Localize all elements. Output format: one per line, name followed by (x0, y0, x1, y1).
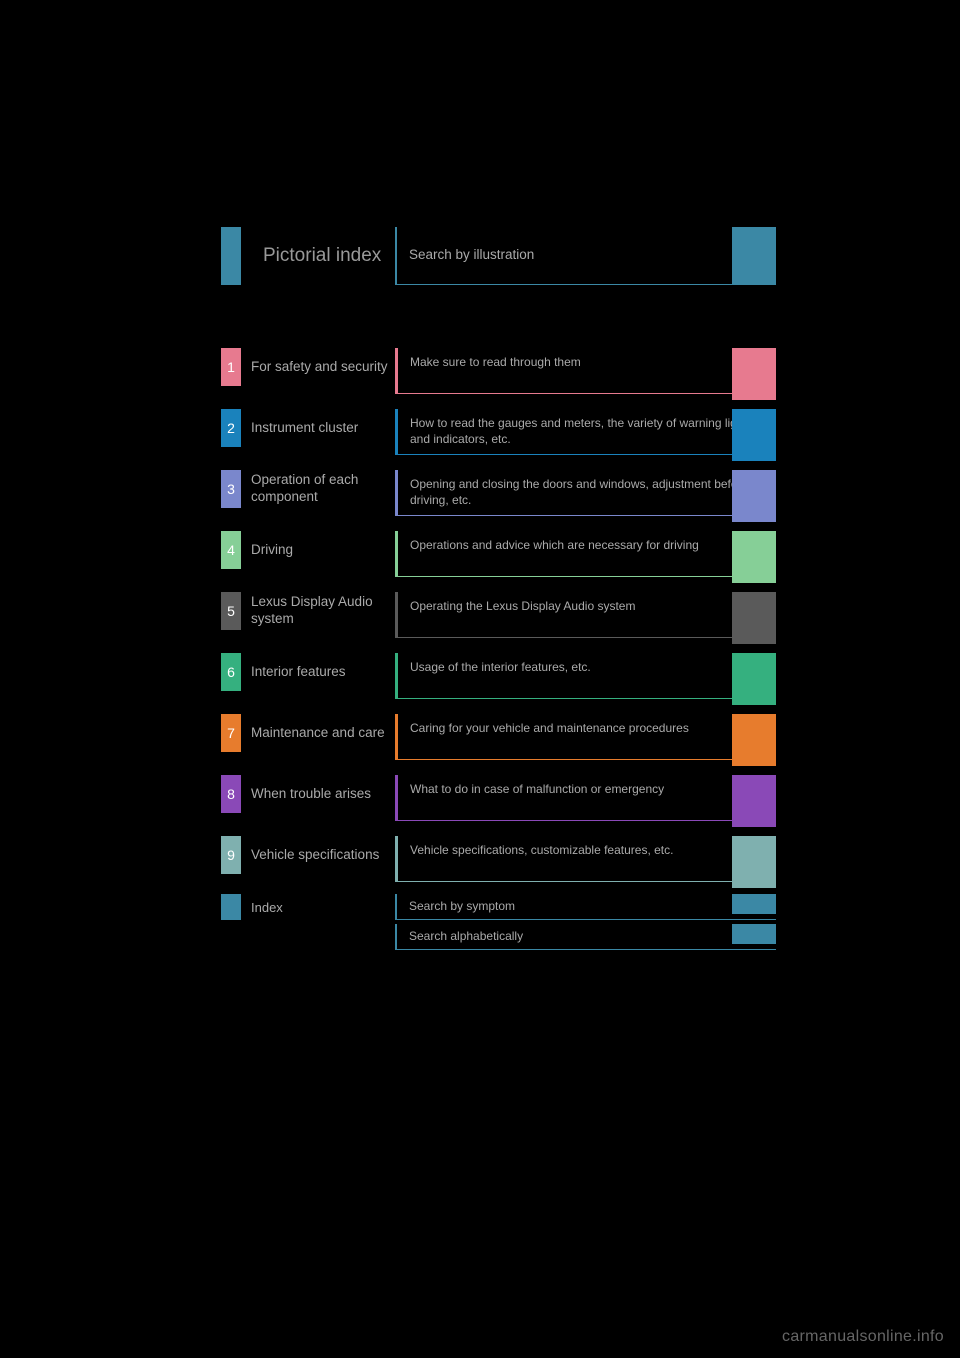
section-row[interactable]: 7 Maintenance and care Caring for your veh… (221, 714, 776, 766)
section-description: Make sure to read through them (395, 348, 776, 394)
section-description-text: Make sure to read through them (410, 355, 581, 369)
page-title-text: Pictorial index (263, 245, 381, 267)
section-label: For safety and security (251, 348, 391, 386)
section-number: 5 (227, 603, 235, 619)
section-tab: 4 (221, 531, 241, 569)
section-tab: 6 (221, 653, 241, 691)
section-row[interactable]: Search alphabetically (221, 924, 776, 952)
section-label-text: Instrument cluster (251, 420, 358, 437)
section-tab: 2 (221, 409, 241, 447)
section-row[interactable]: 1 For safety and security Make sure to rea… (221, 348, 776, 400)
section-tab: 8 (221, 775, 241, 813)
section-label-text: Maintenance and care (251, 725, 385, 742)
section-label: Index (251, 894, 391, 922)
footer-text: carmanualsonline.info (782, 1328, 944, 1345)
section-label-text: For safety and security (251, 359, 388, 376)
section-description-text: Vehicle specifications, customizable fea… (410, 843, 673, 857)
section-description: Search alphabetically (395, 924, 776, 950)
page-title: Pictorial index (251, 227, 391, 285)
section-description: Operating the Lexus Display Audio system (395, 592, 776, 638)
section-number: 3 (227, 481, 235, 497)
section-description: Search by symptom (395, 894, 776, 920)
section-label: When trouble arises (251, 775, 391, 813)
section-color-block (732, 348, 776, 400)
section-row[interactable]: 8 When trouble arises What to do in case o… (221, 775, 776, 827)
section-description-text: How to read the gauges and meters, the v… (410, 416, 753, 446)
section-label: Vehicle specifications (251, 836, 391, 874)
section-label: Instrument cluster (251, 409, 391, 447)
section-label: Interior features (251, 653, 391, 691)
section-description-text: Usage of the interior features, etc. (410, 660, 591, 674)
section-description: How to read the gauges and meters, the v… (395, 409, 776, 455)
section-color-block (732, 592, 776, 644)
section-label-text: Lexus Display Audio system (251, 594, 391, 628)
section-color-block (732, 894, 776, 914)
section-color-block (732, 836, 776, 888)
section-label-text: Interior features (251, 664, 346, 681)
section-label: Operation of each component (251, 470, 391, 508)
section-tab: 3 (221, 470, 241, 508)
section-row[interactable]: 2 Instrument cluster How to read the gauge… (221, 409, 776, 461)
section-row[interactable]: 6 Interior features Usage of the interior … (221, 653, 776, 705)
section-color-block (732, 924, 776, 944)
section-row[interactable]: Index Search by symptom (221, 894, 776, 922)
section-label-text: Operation of each component (251, 472, 391, 506)
section-number: 6 (227, 664, 235, 680)
section-description-text: Search by symptom (409, 899, 515, 913)
section-description: Opening and closing the doors and window… (395, 470, 776, 516)
section-label: Driving (251, 531, 391, 569)
section-tab: 9 (221, 836, 241, 874)
section-description-text: Operating the Lexus Display Audio system (410, 599, 635, 613)
section-description: Caring for your vehicle and maintenance … (395, 714, 776, 760)
section-color-block (732, 775, 776, 827)
section-label-text: Driving (251, 542, 293, 559)
section-description-text: Search alphabetically (409, 929, 523, 943)
section-color-block (732, 409, 776, 461)
section-description-text: Caring for your vehicle and maintenance … (410, 721, 689, 735)
section-description-text: Operations and advice which are necessar… (410, 538, 699, 552)
section-row[interactable]: 4 Driving Operations and advice which are … (221, 531, 776, 583)
section-number: 9 (227, 847, 235, 863)
section-number: 4 (227, 542, 235, 558)
section-tab: 7 (221, 714, 241, 752)
section-tab: 1 (221, 348, 241, 386)
section-number: 8 (227, 786, 235, 802)
section-number: 2 (227, 420, 235, 436)
section-number: 1 (227, 359, 235, 375)
section-number: 7 (227, 725, 235, 741)
footer-watermark: carmanualsonline.info (782, 1328, 944, 1346)
header-color-block (732, 227, 776, 285)
section-label: Lexus Display Audio system (251, 592, 391, 630)
section-tab (221, 894, 241, 920)
section-tab: 5 (221, 592, 241, 630)
section-label-text: When trouble arises (251, 786, 371, 803)
section-description-text: Opening and closing the doors and window… (410, 477, 748, 507)
section-row[interactable]: 5 Lexus Display Audio system Operating the… (221, 592, 776, 644)
section-color-block (732, 470, 776, 522)
section-color-block (732, 653, 776, 705)
section-label: Maintenance and care (251, 714, 391, 752)
section-description: What to do in case of malfunction or eme… (395, 775, 776, 821)
section-color-block (732, 714, 776, 766)
section-description: Operations and advice which are necessar… (395, 531, 776, 577)
section-description: Vehicle specifications, customizable fea… (395, 836, 776, 882)
header-description-box: Search by illustration (395, 227, 776, 285)
section-row[interactable]: 9 Vehicle specifications Vehicle specifica… (221, 836, 776, 888)
section-description: Usage of the interior features, etc. (395, 653, 776, 699)
header-description-line: Search by illustration (409, 246, 764, 265)
section-row[interactable]: 3 Operation of each component Opening and … (221, 470, 776, 522)
header-tab (221, 227, 241, 285)
section-label-text: Vehicle specifications (251, 847, 379, 864)
section-description-text: What to do in case of malfunction or eme… (410, 782, 664, 796)
section-label-text: Index (251, 900, 283, 916)
section-color-block (732, 531, 776, 583)
